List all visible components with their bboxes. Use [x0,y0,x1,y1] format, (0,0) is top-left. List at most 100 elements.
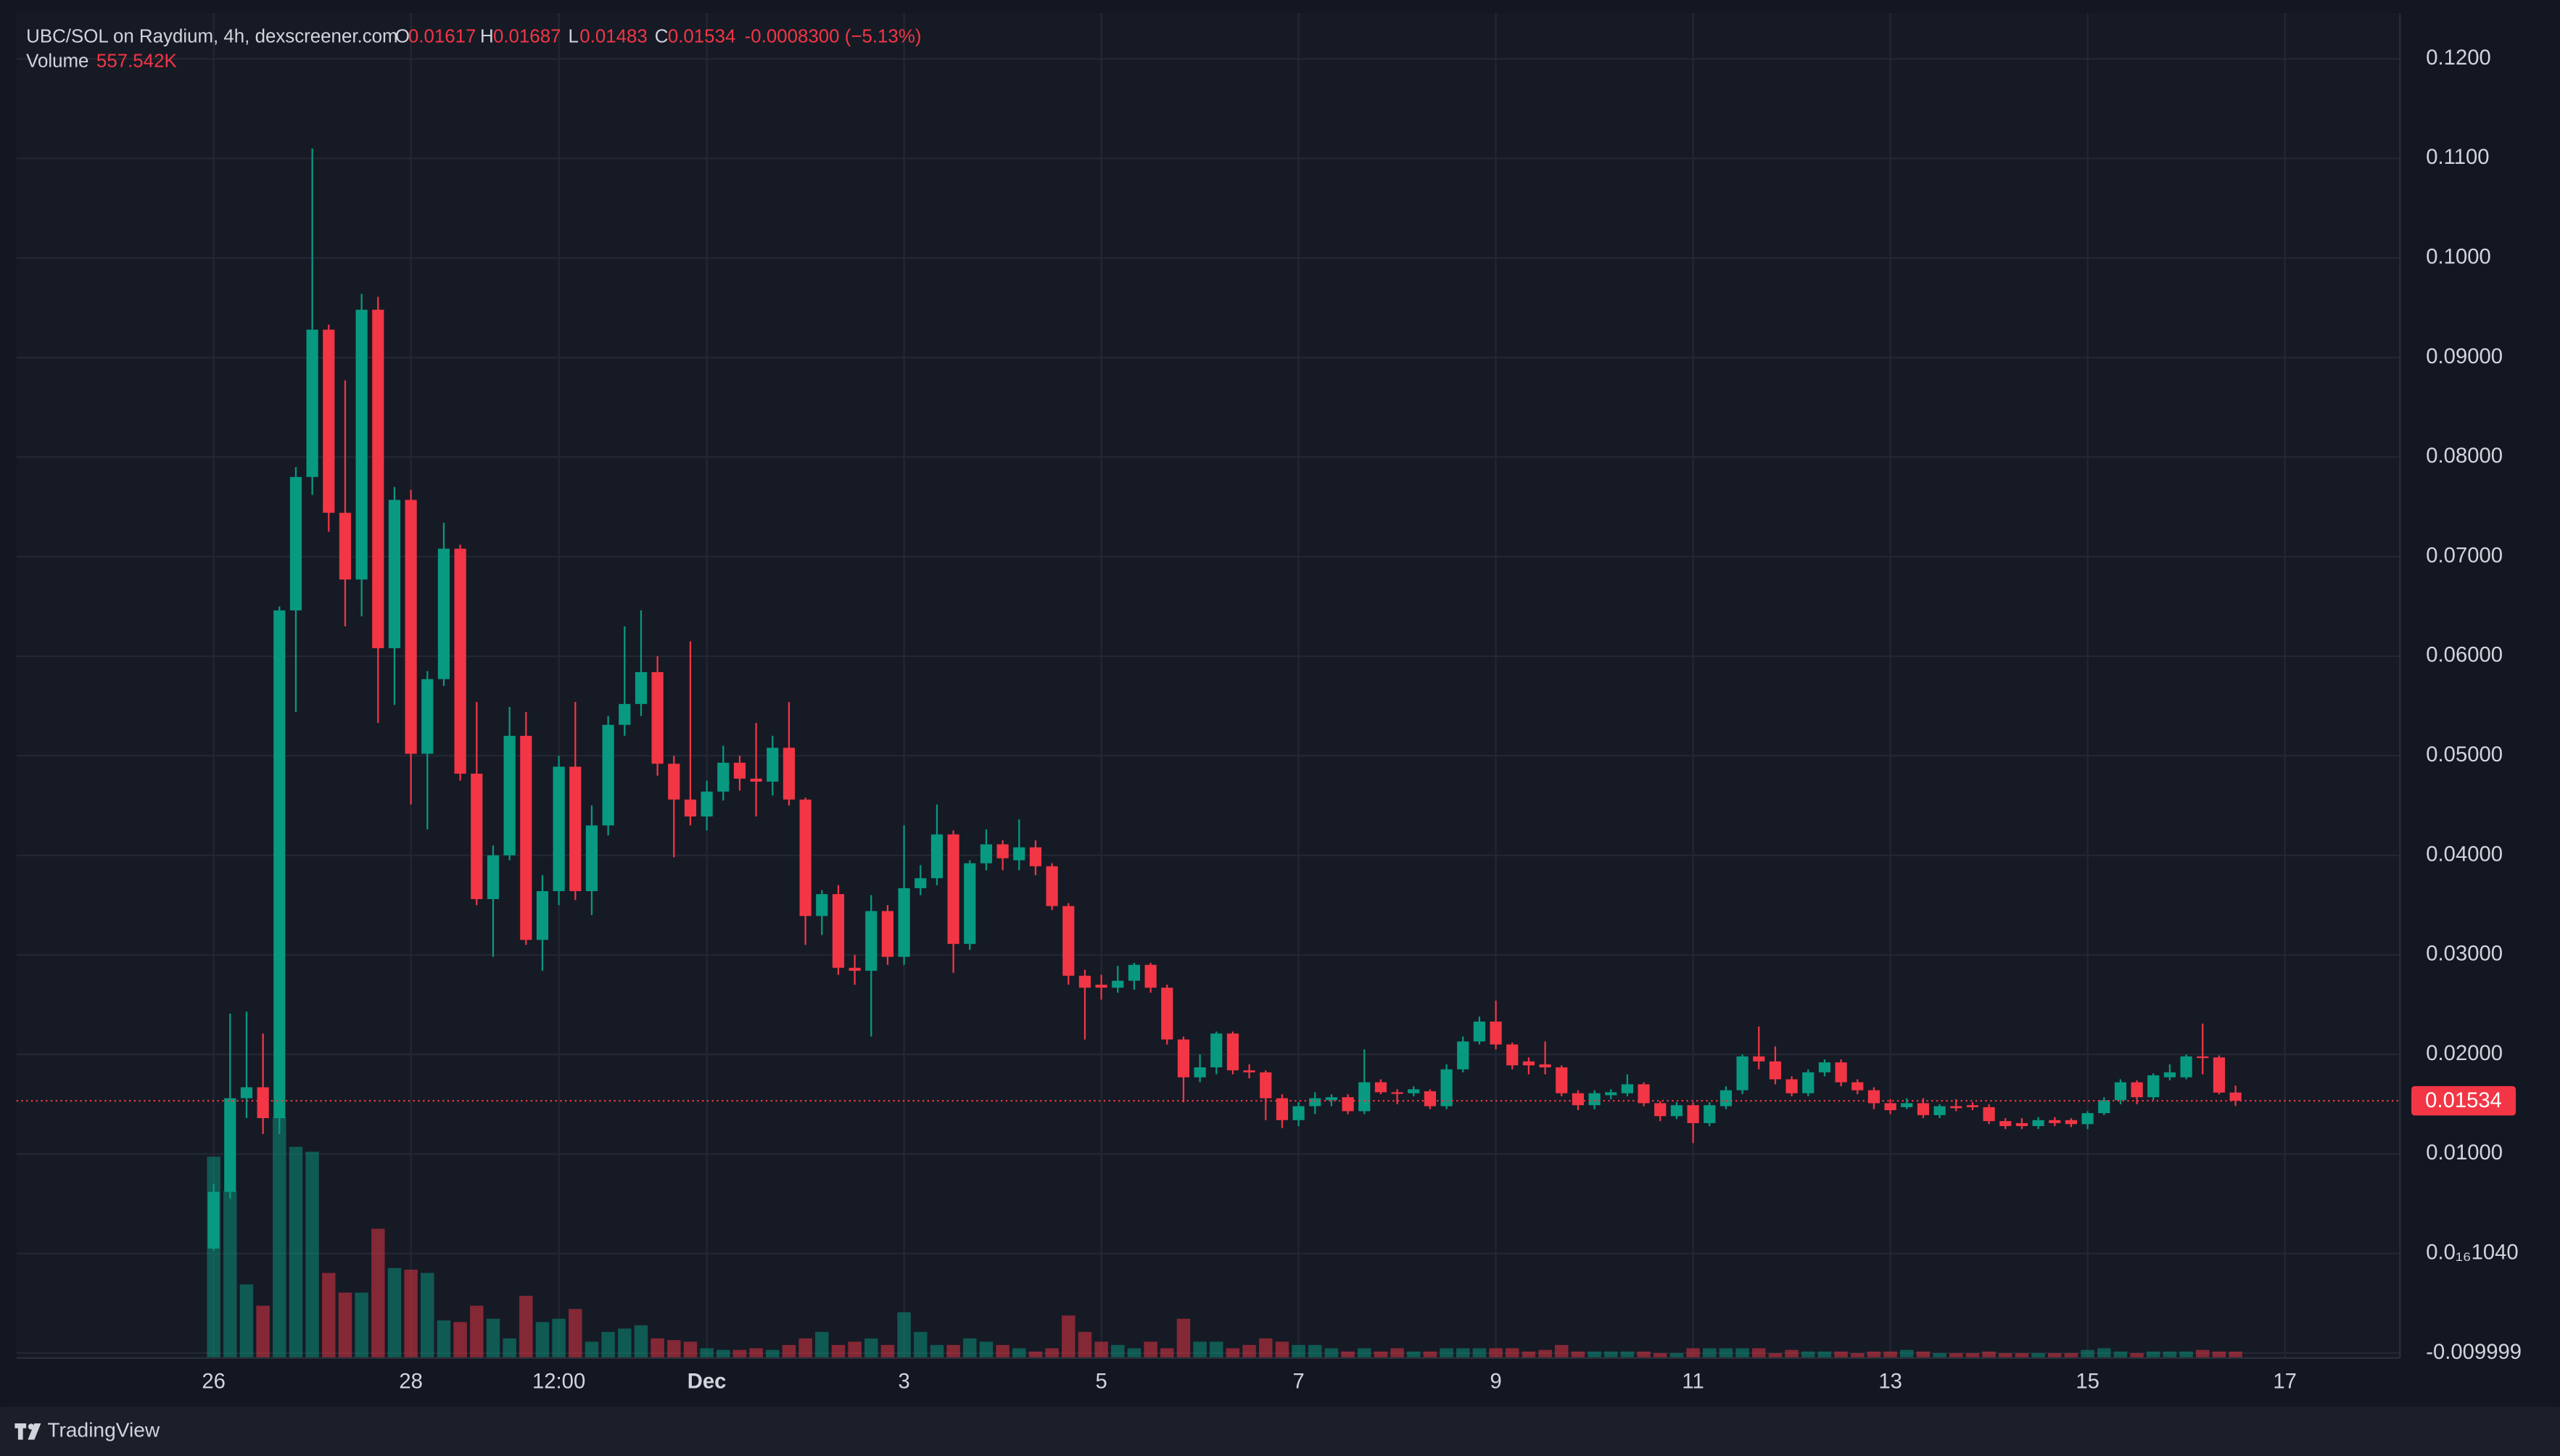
candle-body [1901,1103,1913,1107]
candle-body [388,500,401,648]
candle-body [1177,1039,1190,1077]
volume-bar [1144,1341,1157,1358]
candle-body [471,773,483,899]
x-tick-label: 9 [1490,1370,1501,1393]
x-tick-label: 17 [2273,1370,2297,1393]
volume-bar [1489,1348,1503,1358]
volume-bar [1801,1351,1815,1358]
candle-body [553,766,565,891]
candle-body [273,610,286,1119]
candle-body [1588,1093,1601,1106]
candle-body [536,890,549,940]
x-tick-label: 13 [1878,1370,1902,1393]
volume-bar [1308,1344,1322,1358]
volume-bar [2048,1353,2062,1358]
volume-bar [831,1344,846,1358]
x-tick-label: 15 [2076,1370,2099,1393]
volume-bar [1440,1348,1453,1358]
volume-bar [963,1338,977,1358]
y-tick-label: 0.03000 [2426,943,2503,966]
ohlc-letter: L [569,27,579,47]
candle-body [2032,1120,2044,1127]
candle-body [1473,1021,1486,1042]
candle-body [996,844,1009,859]
ohlc-value: 0.01534 [668,27,736,47]
candle-body [1309,1098,1321,1107]
volume-bar [256,1305,270,1358]
x-tick-label: Dec [688,1370,727,1393]
candle-body [750,778,762,782]
volume-value: 557.542K [96,51,177,71]
y-tick-label: 0.08000 [2426,444,2503,468]
x-tick-label: 7 [1292,1370,1304,1393]
candle-body [980,844,993,864]
chart-title: UBC/SOL on Raydium, 4h, dexscreener.com [26,27,397,47]
volume-bar [667,1340,681,1358]
plot-area [16,13,2400,1358]
candle-body [1046,866,1058,906]
volume-bar [404,1269,418,1358]
candle-body [339,513,352,580]
volume-bar [1390,1348,1404,1358]
ohlc-letter: C [655,27,669,47]
candle-body [2197,1056,2209,1059]
volume-bar [355,1292,368,1358]
candle-body [930,834,944,879]
volume-bar [2212,1351,2226,1358]
candle-body [2114,1082,2127,1101]
volume-bar [305,1151,319,1358]
candle-body [832,894,845,968]
volume-bar [1653,1353,1667,1358]
volume-bar [749,1348,763,1358]
candle-body [372,310,384,648]
candle-body [1194,1067,1206,1077]
candle-body [1687,1105,1699,1123]
candle-body [503,735,516,856]
candle-body [1095,985,1107,988]
candle-body [619,703,631,725]
volume-bar [535,1322,550,1358]
x-tick-label: 3 [898,1370,909,1393]
candle-body [1719,1090,1733,1107]
ohlc-letter: O [395,27,410,47]
volume-bar [552,1318,566,1358]
candle-body [1917,1103,1930,1115]
candle-body [1638,1084,1650,1104]
volume-bar [2015,1353,2029,1358]
candle-body [1999,1121,2012,1127]
volume-bar [1062,1315,1075,1358]
volume-bar [683,1341,698,1358]
candle-body [1128,964,1141,981]
candle-body [1522,1061,1535,1066]
candle-body [405,500,417,754]
tradingview-logo [15,1423,41,1440]
candle-body [240,1087,253,1099]
volume-bar [1768,1353,1783,1358]
volume-bar [1735,1348,1749,1358]
candle-body [816,894,828,917]
x-tick-label: 11 [1682,1370,1704,1393]
candle-body [1950,1106,1962,1109]
volume-bar [1999,1353,2012,1358]
volume-bar [1226,1348,1240,1358]
volume-bar [618,1328,632,1358]
candle-body [1243,1070,1255,1072]
y-tick-label: 0.1200 [2426,46,2490,70]
volume-bar [1358,1348,1371,1358]
candle-body [881,911,894,957]
candle-body [1983,1107,1995,1122]
candle-body [733,762,746,779]
x-tick-label: 5 [1095,1370,1107,1393]
x-tick-label: 26 [202,1370,226,1393]
ohlc-value: 0.01483 [579,27,648,47]
candle-body [1966,1105,1979,1107]
candle-body [783,748,796,800]
candle-body [2180,1056,2192,1077]
candle-body [717,762,730,792]
volume-bar [914,1331,928,1358]
volume-title: Volume [26,51,88,71]
candle-body [947,834,959,944]
volume-bar [1785,1349,1799,1358]
price-label-box [2411,1085,2516,1116]
